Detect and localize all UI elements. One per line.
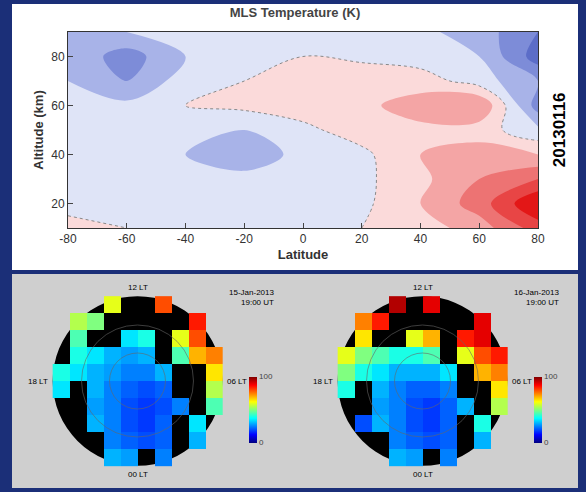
svg-text:00 LT: 00 LT — [413, 470, 433, 479]
svg-text:60: 60 — [51, 99, 65, 113]
svg-text:06 LT: 06 LT — [227, 377, 247, 386]
svg-text:100: 100 — [259, 372, 273, 381]
svg-text:40: 40 — [414, 232, 428, 246]
svg-text:-20: -20 — [236, 232, 254, 246]
svg-text:00 LT: 00 LT — [128, 470, 148, 479]
svg-text:20: 20 — [51, 197, 65, 211]
svg-text:15-Jan-201319:00 UT: 15-Jan-201319:00 UT — [229, 288, 274, 307]
svg-text:Latitude: Latitude — [278, 247, 329, 262]
svg-text:0: 0 — [259, 438, 264, 447]
svg-text:80: 80 — [51, 50, 65, 64]
svg-text:-40: -40 — [177, 232, 195, 246]
svg-text:40: 40 — [51, 148, 65, 162]
svg-text:12 LT: 12 LT — [128, 283, 148, 292]
svg-text:16-Jan-201319:00 UT: 16-Jan-201319:00 UT — [514, 288, 559, 307]
svg-text:80: 80 — [531, 232, 545, 246]
svg-text:0: 0 — [300, 232, 307, 246]
svg-text:20: 20 — [355, 232, 369, 246]
svg-text:0: 0 — [544, 438, 549, 447]
svg-text:18 LT: 18 LT — [313, 377, 333, 386]
svg-text:-60: -60 — [118, 232, 136, 246]
svg-text:MLS Temperature (K): MLS Temperature (K) — [230, 5, 361, 20]
svg-text:100: 100 — [544, 372, 558, 381]
svg-text:60: 60 — [473, 232, 487, 246]
svg-text:20130116: 20130116 — [550, 92, 569, 167]
svg-text:-80: -80 — [59, 232, 77, 246]
svg-text:12 LT: 12 LT — [413, 283, 433, 292]
svg-text:06 LT: 06 LT — [512, 377, 532, 386]
svg-text:Altitude (km): Altitude (km) — [31, 90, 46, 169]
svg-text:18 LT: 18 LT — [28, 377, 48, 386]
